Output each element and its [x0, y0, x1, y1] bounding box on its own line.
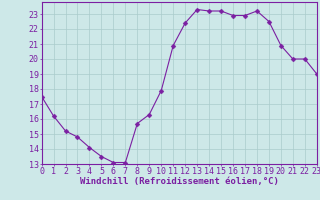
X-axis label: Windchill (Refroidissement éolien,°C): Windchill (Refroidissement éolien,°C) — [80, 177, 279, 186]
